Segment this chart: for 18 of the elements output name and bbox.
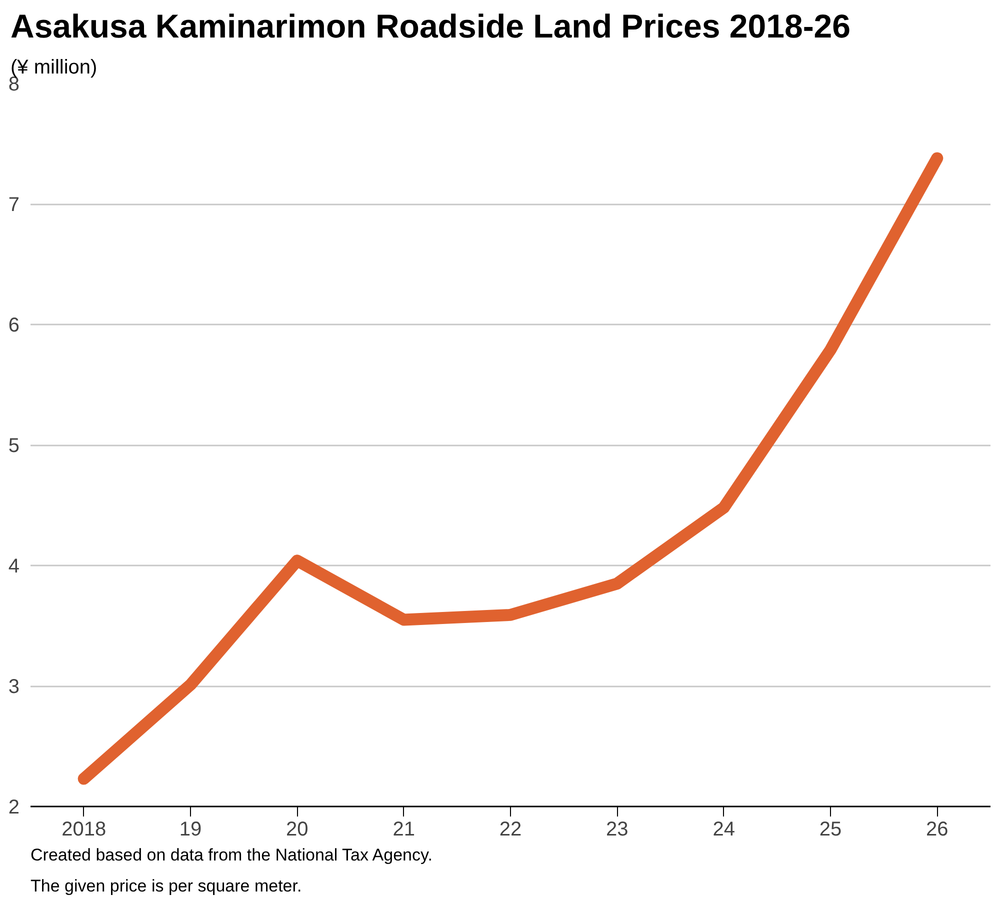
x-tick-label: 21 bbox=[392, 818, 415, 840]
y-tick-label: 6 bbox=[8, 314, 20, 336]
y-tick-label: 2 bbox=[8, 796, 20, 818]
text: Created based on data from the National Tax Agency. bbox=[30, 846, 432, 864]
y-tick-label: 5 bbox=[8, 435, 20, 457]
y-tick-label: 3 bbox=[8, 676, 20, 698]
x-tick-label: 22 bbox=[499, 818, 522, 840]
x-tick-label: 20 bbox=[286, 818, 308, 840]
y-tick-label: 4 bbox=[8, 556, 20, 578]
x-tick-label: 26 bbox=[926, 818, 948, 840]
x-tick-label: 24 bbox=[712, 818, 735, 840]
x-tick-label: 19 bbox=[179, 818, 202, 840]
text: The given price is per square meter. bbox=[30, 876, 302, 896]
y-tick-label: 7 bbox=[8, 194, 20, 216]
chart-title: Asakusa Kaminarimon Roadside Land Prices 2018-26 bbox=[10, 8, 851, 44]
x-tick-label: 2018 bbox=[62, 818, 106, 840]
x-tick-label: 25 bbox=[819, 818, 842, 840]
x-tick-label: 23 bbox=[606, 818, 628, 840]
